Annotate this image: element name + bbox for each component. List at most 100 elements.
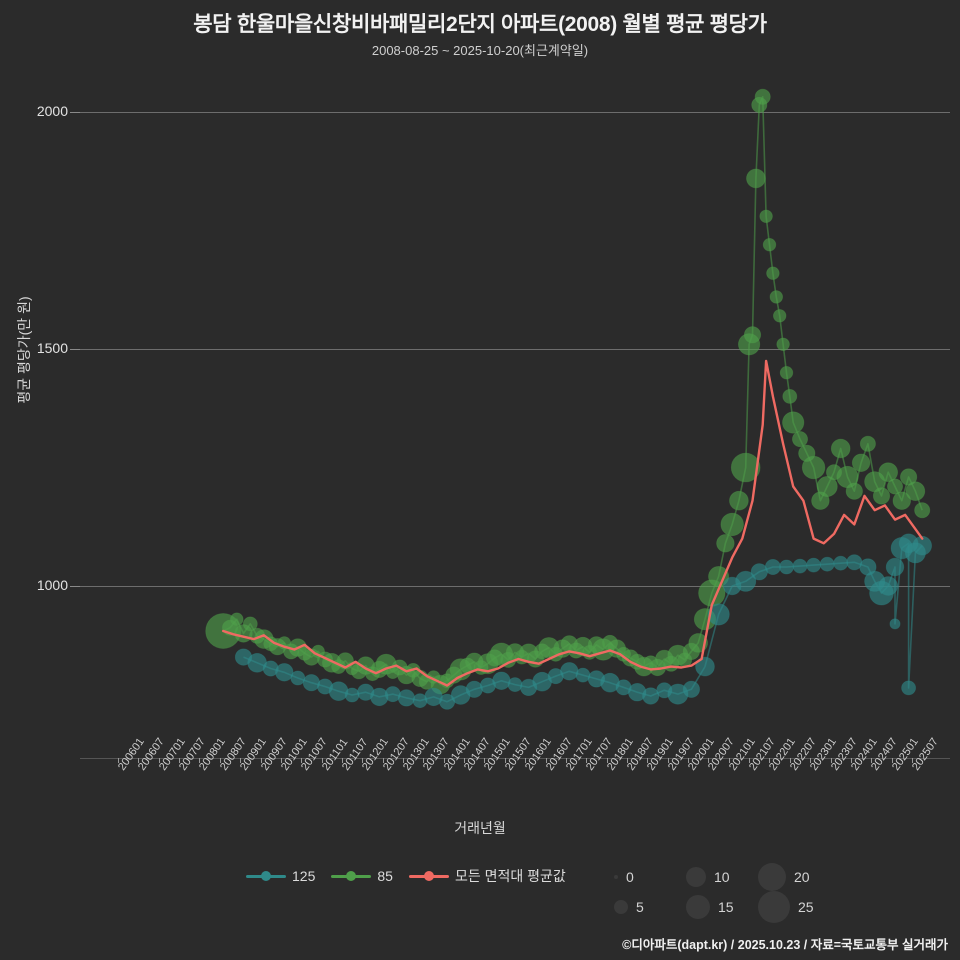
x-tick-mark: [667, 758, 669, 763]
legend-swatch-icon: [246, 869, 286, 883]
chart-legend: 125 85 모든 면적대 평균값 0 10 20 5 15 25: [0, 862, 960, 923]
data-point: [872, 487, 891, 505]
size-legend-entry: 15: [686, 895, 758, 919]
x-tick-mark: [382, 758, 384, 763]
data-point: [892, 491, 912, 510]
x-tick-mark: [708, 758, 710, 763]
x-tick-mark: [688, 758, 690, 763]
data-point: [851, 453, 871, 473]
x-tick-mark: [403, 758, 405, 763]
mean-line: [222, 359, 924, 687]
size-legend-bubble-icon: [686, 895, 710, 919]
x-tick-mark: [199, 758, 201, 763]
data-point: [560, 662, 579, 681]
x-tick-mark: [504, 758, 506, 763]
size-legend-entry: 5: [614, 899, 686, 915]
x-axis-line: [80, 758, 950, 759]
x-tick-mark: [301, 758, 303, 763]
data-point: [230, 612, 244, 626]
data-point: [776, 337, 790, 352]
data-point: [507, 677, 523, 692]
x-tick-mark: [464, 758, 466, 763]
page-subtitle: 2008-08-25 ~ 2025-10-20(최근계약일): [371, 43, 589, 58]
data-point: [766, 266, 780, 280]
data-point: [914, 502, 931, 519]
data-point: [729, 490, 749, 511]
data-point: [759, 209, 773, 224]
data-point: [782, 411, 805, 434]
x-tick-mark: [321, 758, 323, 763]
y-gridline: [80, 586, 950, 587]
data-point: [746, 168, 766, 189]
x-tick-mark: [647, 758, 649, 763]
data-point: [801, 455, 826, 480]
size-legend-label: 10: [714, 869, 730, 885]
x-tick-mark: [219, 758, 221, 763]
data-point: [819, 556, 835, 572]
x-tick-mark: [280, 758, 282, 763]
legend-label: 모든 면적대 평균값: [454, 868, 566, 884]
legend-item-1[interactable]: 125: [246, 868, 315, 884]
x-tick-mark: [728, 758, 730, 763]
size-legend-row: 5 15 25: [614, 891, 854, 923]
data-point: [905, 481, 926, 502]
data-point: [707, 603, 730, 626]
data-point: [575, 667, 591, 683]
legend-item-2[interactable]: 85: [331, 868, 393, 884]
x-tick-mark: [789, 758, 791, 763]
size-legend-bubble-icon: [614, 900, 628, 914]
data-point: [792, 431, 809, 448]
y-tick-mark: [70, 349, 80, 350]
x-tick-mark: [891, 758, 893, 763]
data-point: [779, 366, 794, 380]
data-point: [275, 663, 294, 682]
legend-label: 85: [377, 868, 393, 884]
series-85: [205, 88, 931, 695]
size-legend-row: 0 10 20: [614, 862, 854, 892]
data-point: [833, 555, 849, 571]
size-legend-label: 15: [718, 899, 734, 915]
data-point: [887, 478, 904, 495]
y-gridline: [80, 112, 950, 113]
data-point: [302, 674, 320, 692]
x-tick-mark: [749, 758, 751, 763]
x-tick-mark: [565, 758, 567, 763]
data-point: [730, 452, 761, 483]
x-axis-label: 거래년월: [454, 820, 506, 836]
footer-credit: ©디아파트(dapt.kr) / 2025.10.23 / 자료=국토교통부 실…: [622, 938, 948, 952]
size-legend-bubble-icon: [758, 891, 790, 923]
data-point: [845, 482, 863, 500]
x-tick-mark: [484, 758, 486, 763]
x-tick-mark: [138, 758, 140, 763]
data-point: [695, 656, 715, 677]
data-point: [830, 438, 851, 459]
x-tick-mark: [586, 758, 588, 763]
x-tick-mark: [118, 758, 119, 763]
x-tick-mark: [830, 758, 832, 763]
data-point: [642, 687, 660, 705]
data-point: [492, 671, 511, 691]
series-legend: 125 85 모든 면적대 평균값: [246, 866, 582, 886]
data-point: [859, 435, 876, 452]
data-point: [762, 237, 777, 252]
legend-swatch-icon: [331, 869, 372, 883]
y-tick-label: 1500: [36, 340, 68, 356]
data-point: [782, 388, 798, 404]
size-legend-label: 25: [798, 899, 814, 915]
x-tick-mark: [423, 758, 425, 763]
y-tick-mark: [70, 586, 80, 587]
size-legend-entry: 20: [758, 863, 830, 891]
data-point: [792, 558, 808, 574]
x-tick-mark: [341, 758, 343, 763]
legend-item-3[interactable]: 모든 면적대 평균값: [408, 866, 566, 886]
data-point: [773, 309, 787, 323]
data-point: [779, 559, 794, 575]
series-모든 면적대 평균값: [222, 359, 924, 687]
data-point: [682, 680, 701, 698]
size-legend-entry: 0: [614, 869, 686, 885]
x-tick-mark: [525, 758, 527, 763]
size-legend-entry: 25: [758, 891, 830, 923]
data-point: [344, 687, 360, 703]
